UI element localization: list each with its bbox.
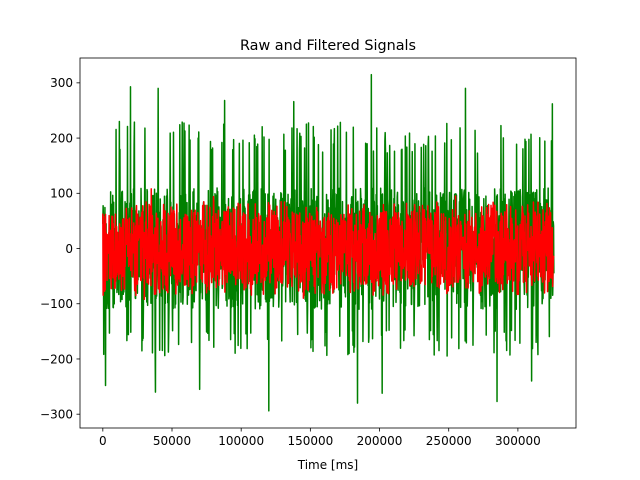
- y-axis-ticks: −300 −200 −100 0 100 200 300: [40, 76, 80, 421]
- x-tick-label: 300000: [495, 434, 541, 448]
- y-tick-label: −300: [40, 407, 73, 421]
- x-tick-label: 150000: [287, 434, 333, 448]
- y-tick-label: 100: [50, 187, 73, 201]
- series-layer: [102, 73, 555, 412]
- x-tick-label: 50000: [153, 434, 191, 448]
- x-tick-label: 250000: [426, 434, 472, 448]
- y-tick-label: 200: [50, 131, 73, 145]
- y-tick-label: 300: [50, 76, 73, 90]
- y-tick-label: −100: [40, 297, 73, 311]
- x-axis-ticks: 0 50000 100000 150000 200000 250000 300000: [99, 428, 541, 448]
- chart-title: Raw and Filtered Signals: [240, 38, 416, 54]
- x-tick-label: 200000: [357, 434, 403, 448]
- x-tick-label: 0: [99, 434, 107, 448]
- y-tick-label: 0: [65, 242, 73, 256]
- y-tick-label: −200: [40, 352, 73, 366]
- plot-frame: [79, 57, 577, 429]
- x-axis-title: Time [ms]: [297, 458, 359, 472]
- x-tick-label: 100000: [218, 434, 264, 448]
- series-line-2: [102, 188, 555, 301]
